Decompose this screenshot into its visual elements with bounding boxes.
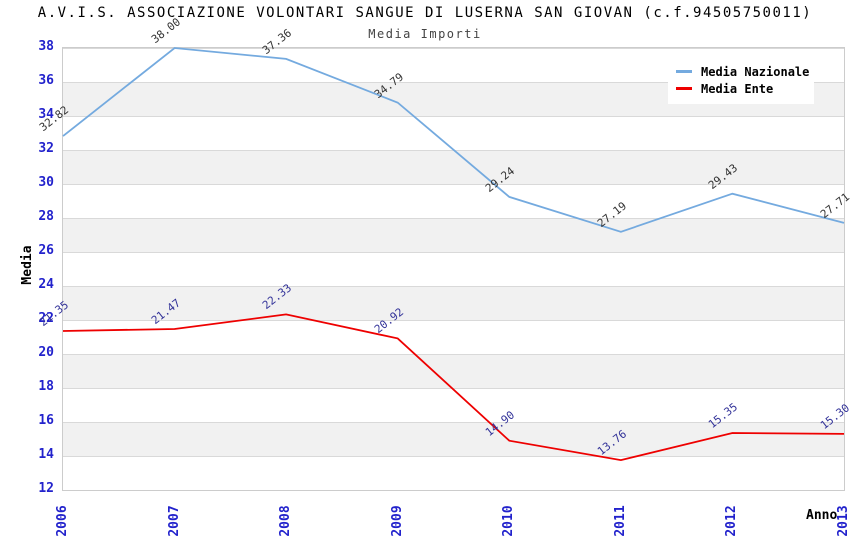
y-tick-label: 30 [38,175,54,190]
series-line-media-nazionale [62,47,845,233]
legend-swatch-media-ente-icon [676,87,692,90]
y-tick-label: 32 [38,141,54,156]
x-tick-label: 2011 [612,505,628,537]
legend-label-media-nazionale: Media Nazionale [701,64,810,79]
y-tick-label: 22 [38,311,54,326]
plot-area [62,47,845,491]
x-tick-label: 2012 [724,505,740,537]
line-chart-svg [62,47,845,462]
chart-subtitle: Media Importi [368,27,482,41]
series-line-media-ente [62,313,845,462]
legend-item-media-ente: Media Ente [676,80,808,97]
y-tick-label: 36 [38,73,54,88]
x-tick-label: 2009 [389,505,405,537]
y-axis-title: Media [20,245,35,285]
y-tick-label: 34 [38,107,54,122]
legend-label-media-ente: Media Ente [701,81,774,96]
y-tick-label: 12 [38,481,54,496]
y-tick-label: 28 [38,209,54,224]
x-tick-label: 2007 [166,505,182,537]
chart-title: A.V.I.S. ASSOCIAZIONE VOLONTARI SANGUE D… [37,5,813,21]
y-tick-label: 18 [38,379,54,394]
x-tick-label: 2010 [501,505,517,537]
x-tick-label: 2006 [55,505,70,537]
legend-swatch-media-nazionale-icon [676,70,692,73]
x-tick-label: 2008 [278,505,294,537]
legend-item-media-nazionale: Media Nazionale [676,63,810,80]
y-tick-label: 24 [38,277,54,292]
y-tick-label: 20 [38,345,54,360]
x-axis-title: Anno [806,508,838,523]
y-tick-label: 26 [38,243,54,258]
legend: Media Nazionale Media Ente [668,57,814,104]
x-tick-label: 2013 [836,505,850,537]
y-tick-label: 14 [38,447,54,462]
y-tick-label: 38 [38,39,54,54]
y-tick-label: 16 [38,413,54,428]
